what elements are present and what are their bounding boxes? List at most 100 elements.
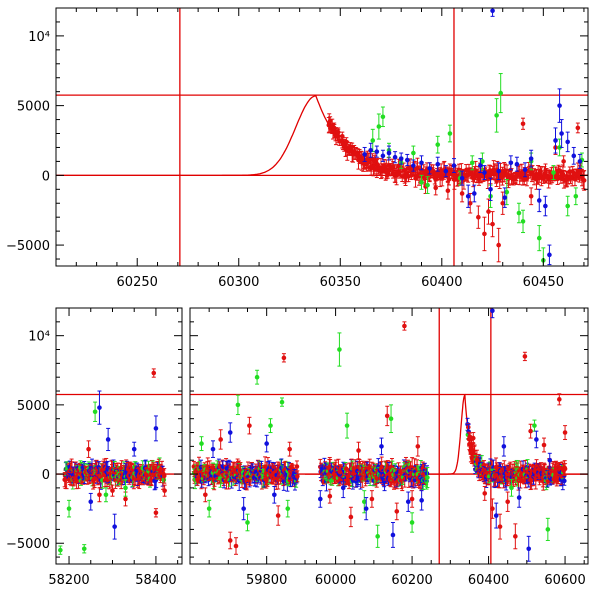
- red-point: [415, 171, 420, 181]
- x-tick-label: 60400: [421, 275, 462, 290]
- model-curve: [56, 95, 588, 177]
- y-tick-label: −5000: [6, 239, 50, 254]
- red-point: [490, 211, 495, 238]
- red-point: [500, 191, 506, 215]
- marker: [547, 252, 552, 258]
- marker: [565, 203, 570, 209]
- red-point: [340, 131, 345, 141]
- marker: [490, 221, 495, 227]
- marker: [557, 145, 562, 150]
- red-point: [561, 155, 566, 168]
- marker: [500, 200, 506, 206]
- marker: [352, 149, 357, 154]
- marker: [543, 203, 548, 209]
- red-point: [360, 156, 365, 166]
- green-point: [206, 499, 212, 518]
- marker: [294, 464, 300, 469]
- y-tick-label: 5000: [17, 100, 50, 115]
- bottom-segment-1: [190, 353, 305, 555]
- marker: [386, 150, 392, 156]
- blue-point: [88, 492, 94, 511]
- red-point: [573, 168, 579, 180]
- red-point: [356, 151, 361, 162]
- marker: [218, 437, 223, 442]
- blue-point: [227, 422, 233, 443]
- marker: [331, 125, 337, 131]
- red-point: [281, 353, 287, 363]
- green-point: [494, 98, 499, 133]
- marker: [516, 210, 522, 216]
- noise-band: [191, 456, 300, 492]
- marker: [235, 402, 241, 408]
- marker: [112, 524, 117, 529]
- blue-point: [478, 158, 483, 174]
- noise-band: [317, 456, 430, 492]
- red-point: [520, 117, 526, 130]
- red-point: [567, 172, 573, 182]
- marker: [514, 161, 520, 167]
- marker: [384, 169, 390, 175]
- green-point: [557, 138, 562, 157]
- red-point: [287, 441, 292, 457]
- blue-point: [210, 440, 216, 458]
- marker: [378, 168, 384, 174]
- red-point: [536, 173, 542, 183]
- red-point: [581, 170, 587, 191]
- blue-point: [427, 162, 432, 175]
- marker: [561, 159, 566, 164]
- marker: [427, 174, 432, 180]
- marker: [362, 152, 367, 157]
- blue-point: [451, 158, 457, 174]
- marker: [575, 125, 581, 131]
- blue-point: [419, 155, 424, 171]
- marker: [435, 142, 441, 147]
- red-point: [482, 216, 487, 252]
- marker: [287, 446, 292, 452]
- red-point: [384, 166, 390, 178]
- x-tick-label: 60350: [320, 275, 361, 290]
- marker: [97, 405, 102, 410]
- marker: [409, 173, 414, 178]
- green-point: [103, 487, 109, 503]
- noise-point: [295, 470, 300, 483]
- blue-point: [374, 145, 380, 158]
- red-point: [218, 429, 223, 450]
- marker: [356, 154, 361, 159]
- green-point: [376, 113, 382, 140]
- marker: [500, 174, 506, 180]
- red-point: [352, 146, 357, 157]
- blue-point: [404, 153, 410, 167]
- marker: [241, 506, 246, 511]
- blue-point: [362, 146, 367, 162]
- green-point: [516, 202, 522, 224]
- green-point: [419, 174, 424, 190]
- marker: [123, 496, 128, 502]
- marker: [372, 166, 378, 172]
- marker: [528, 156, 534, 161]
- marker: [396, 171, 402, 177]
- green-point: [520, 209, 526, 234]
- marker: [504, 189, 510, 195]
- blue-point: [272, 486, 277, 504]
- blue-point: [264, 434, 269, 453]
- marker: [153, 510, 159, 516]
- green-point: [123, 479, 128, 497]
- red-point: [331, 122, 337, 134]
- red-point: [575, 122, 581, 134]
- bottom-segment-0: [56, 368, 182, 555]
- blue-point: [502, 187, 508, 208]
- marker: [268, 423, 273, 428]
- marker: [486, 209, 491, 214]
- marker: [372, 159, 378, 164]
- marker: [512, 175, 518, 180]
- blue-point: [528, 149, 534, 168]
- marker: [340, 134, 345, 139]
- blue-point: [547, 244, 552, 266]
- blue-series: [362, 8, 583, 266]
- red-point: [368, 162, 374, 172]
- blue-point: [131, 441, 137, 457]
- red-point: [151, 368, 157, 378]
- marker: [92, 409, 98, 415]
- red-point: [518, 169, 524, 179]
- marker: [476, 174, 481, 180]
